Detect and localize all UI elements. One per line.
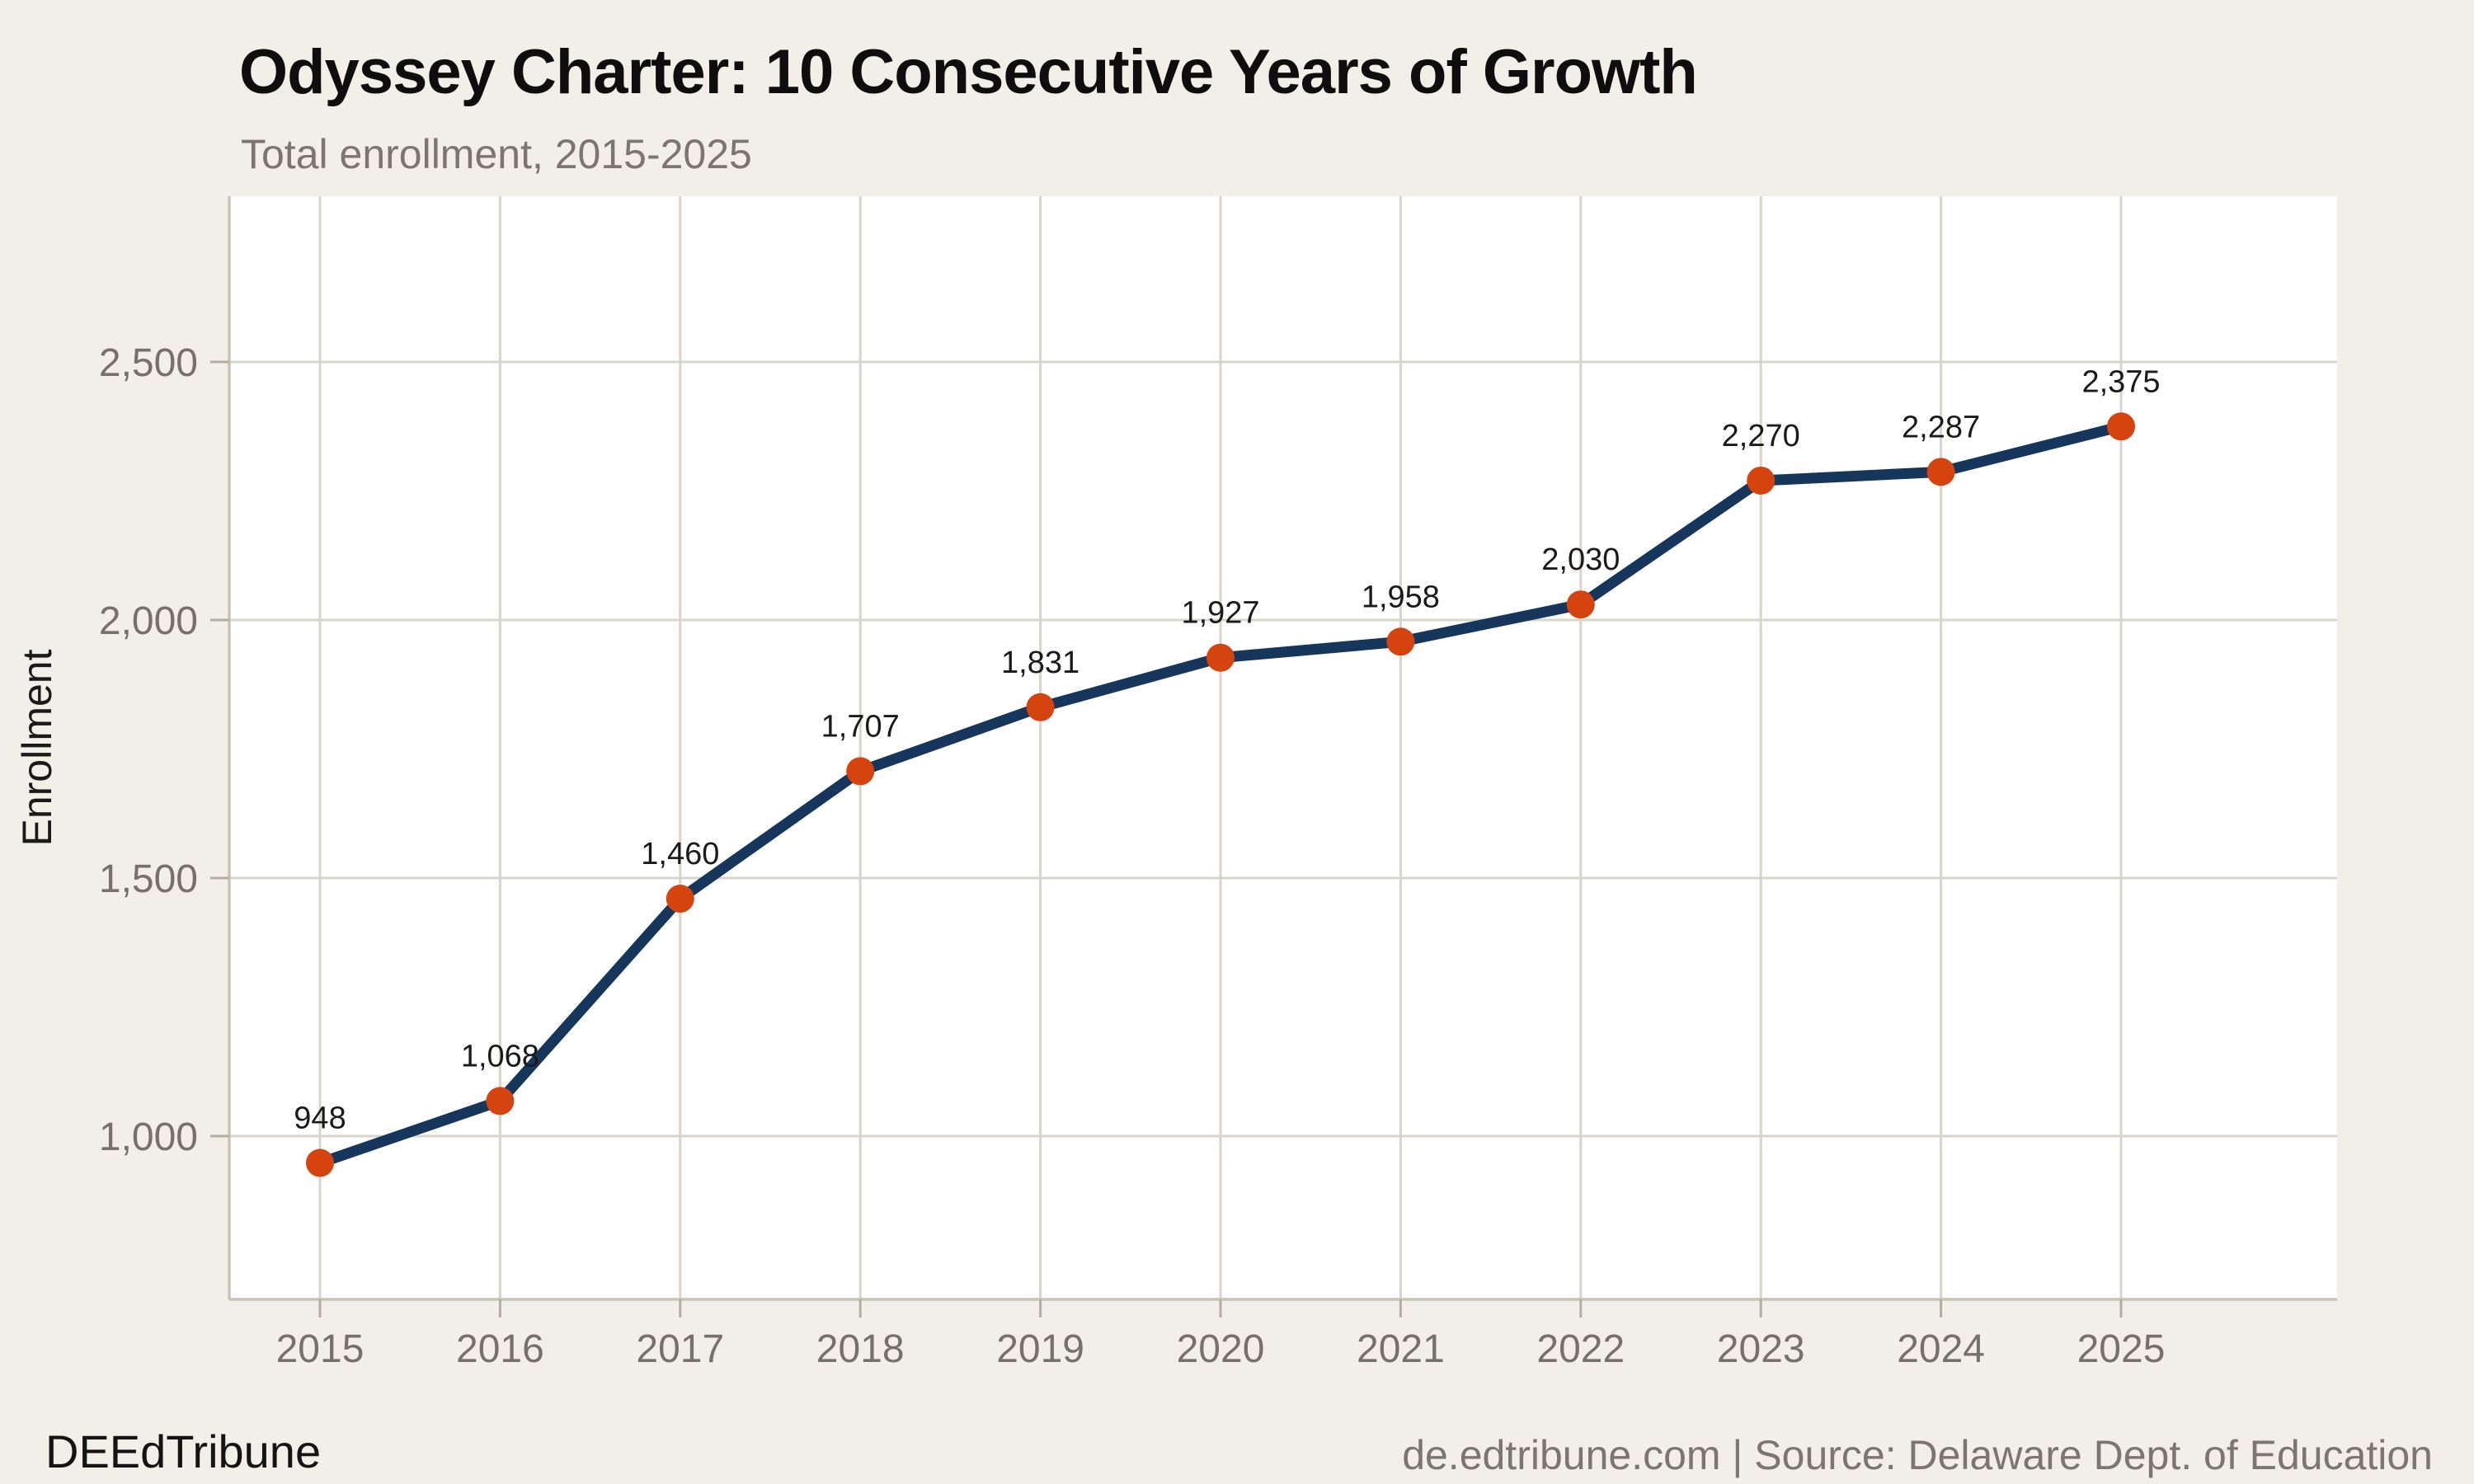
y-tick-label: 1,500 (99, 857, 198, 901)
x-tick-label: 2018 (816, 1327, 905, 1371)
y-tick-label: 2,000 (99, 599, 198, 643)
data-point (1026, 693, 1055, 721)
x-tick-label: 2023 (1717, 1327, 1805, 1371)
data-point-label: 2,270 (1722, 419, 1800, 453)
data-point-label: 1,707 (821, 709, 900, 744)
data-point-label: 1,460 (641, 837, 719, 871)
data-point (1926, 458, 1955, 486)
data-point (1386, 627, 1415, 656)
x-tick-label: 2022 (1536, 1327, 1625, 1371)
chart-subtitle: Total enrollment, 2015-2025 (241, 131, 752, 177)
x-tick-label: 2017 (636, 1327, 724, 1371)
plot-area (229, 196, 2337, 1299)
footer-source-attribution: de.edtribune.com | Source: Delaware Dept… (1402, 1432, 2433, 1478)
data-point (846, 757, 875, 786)
x-tick-label: 2020 (1177, 1327, 1265, 1371)
y-tick-label: 1,000 (99, 1115, 198, 1159)
data-point (2107, 412, 2135, 441)
x-tick-label: 2016 (456, 1327, 544, 1371)
data-point-label: 1,831 (1001, 646, 1079, 680)
data-point (1747, 466, 1776, 495)
data-point-label: 2,375 (2081, 364, 2160, 399)
data-point (1206, 643, 1235, 672)
chart-title: Odyssey Charter: 10 Consecutive Years of… (239, 37, 1698, 107)
data-point-label: 2,030 (1541, 542, 1620, 577)
data-point-label: 1,927 (1181, 596, 1259, 631)
x-tick-label: 2021 (1357, 1327, 1445, 1371)
data-point (666, 885, 694, 913)
x-tick-label: 2015 (276, 1327, 365, 1371)
x-tick-label: 2019 (996, 1327, 1084, 1371)
data-point (306, 1148, 334, 1177)
data-point-label: 1,958 (1362, 580, 1440, 614)
x-tick-label: 2025 (2077, 1327, 2166, 1371)
x-tick-label: 2024 (1897, 1327, 1985, 1371)
data-point-label: 2,287 (1902, 410, 1980, 444)
data-point (1566, 590, 1595, 619)
footer-brand: DEEdTribune (45, 1425, 322, 1477)
data-point-label: 948 (294, 1101, 346, 1136)
data-point-label: 1,068 (461, 1039, 539, 1073)
y-tick-label: 2,500 (99, 341, 198, 385)
y-axis-title: Enrollment (14, 649, 60, 846)
data-point (486, 1087, 515, 1115)
